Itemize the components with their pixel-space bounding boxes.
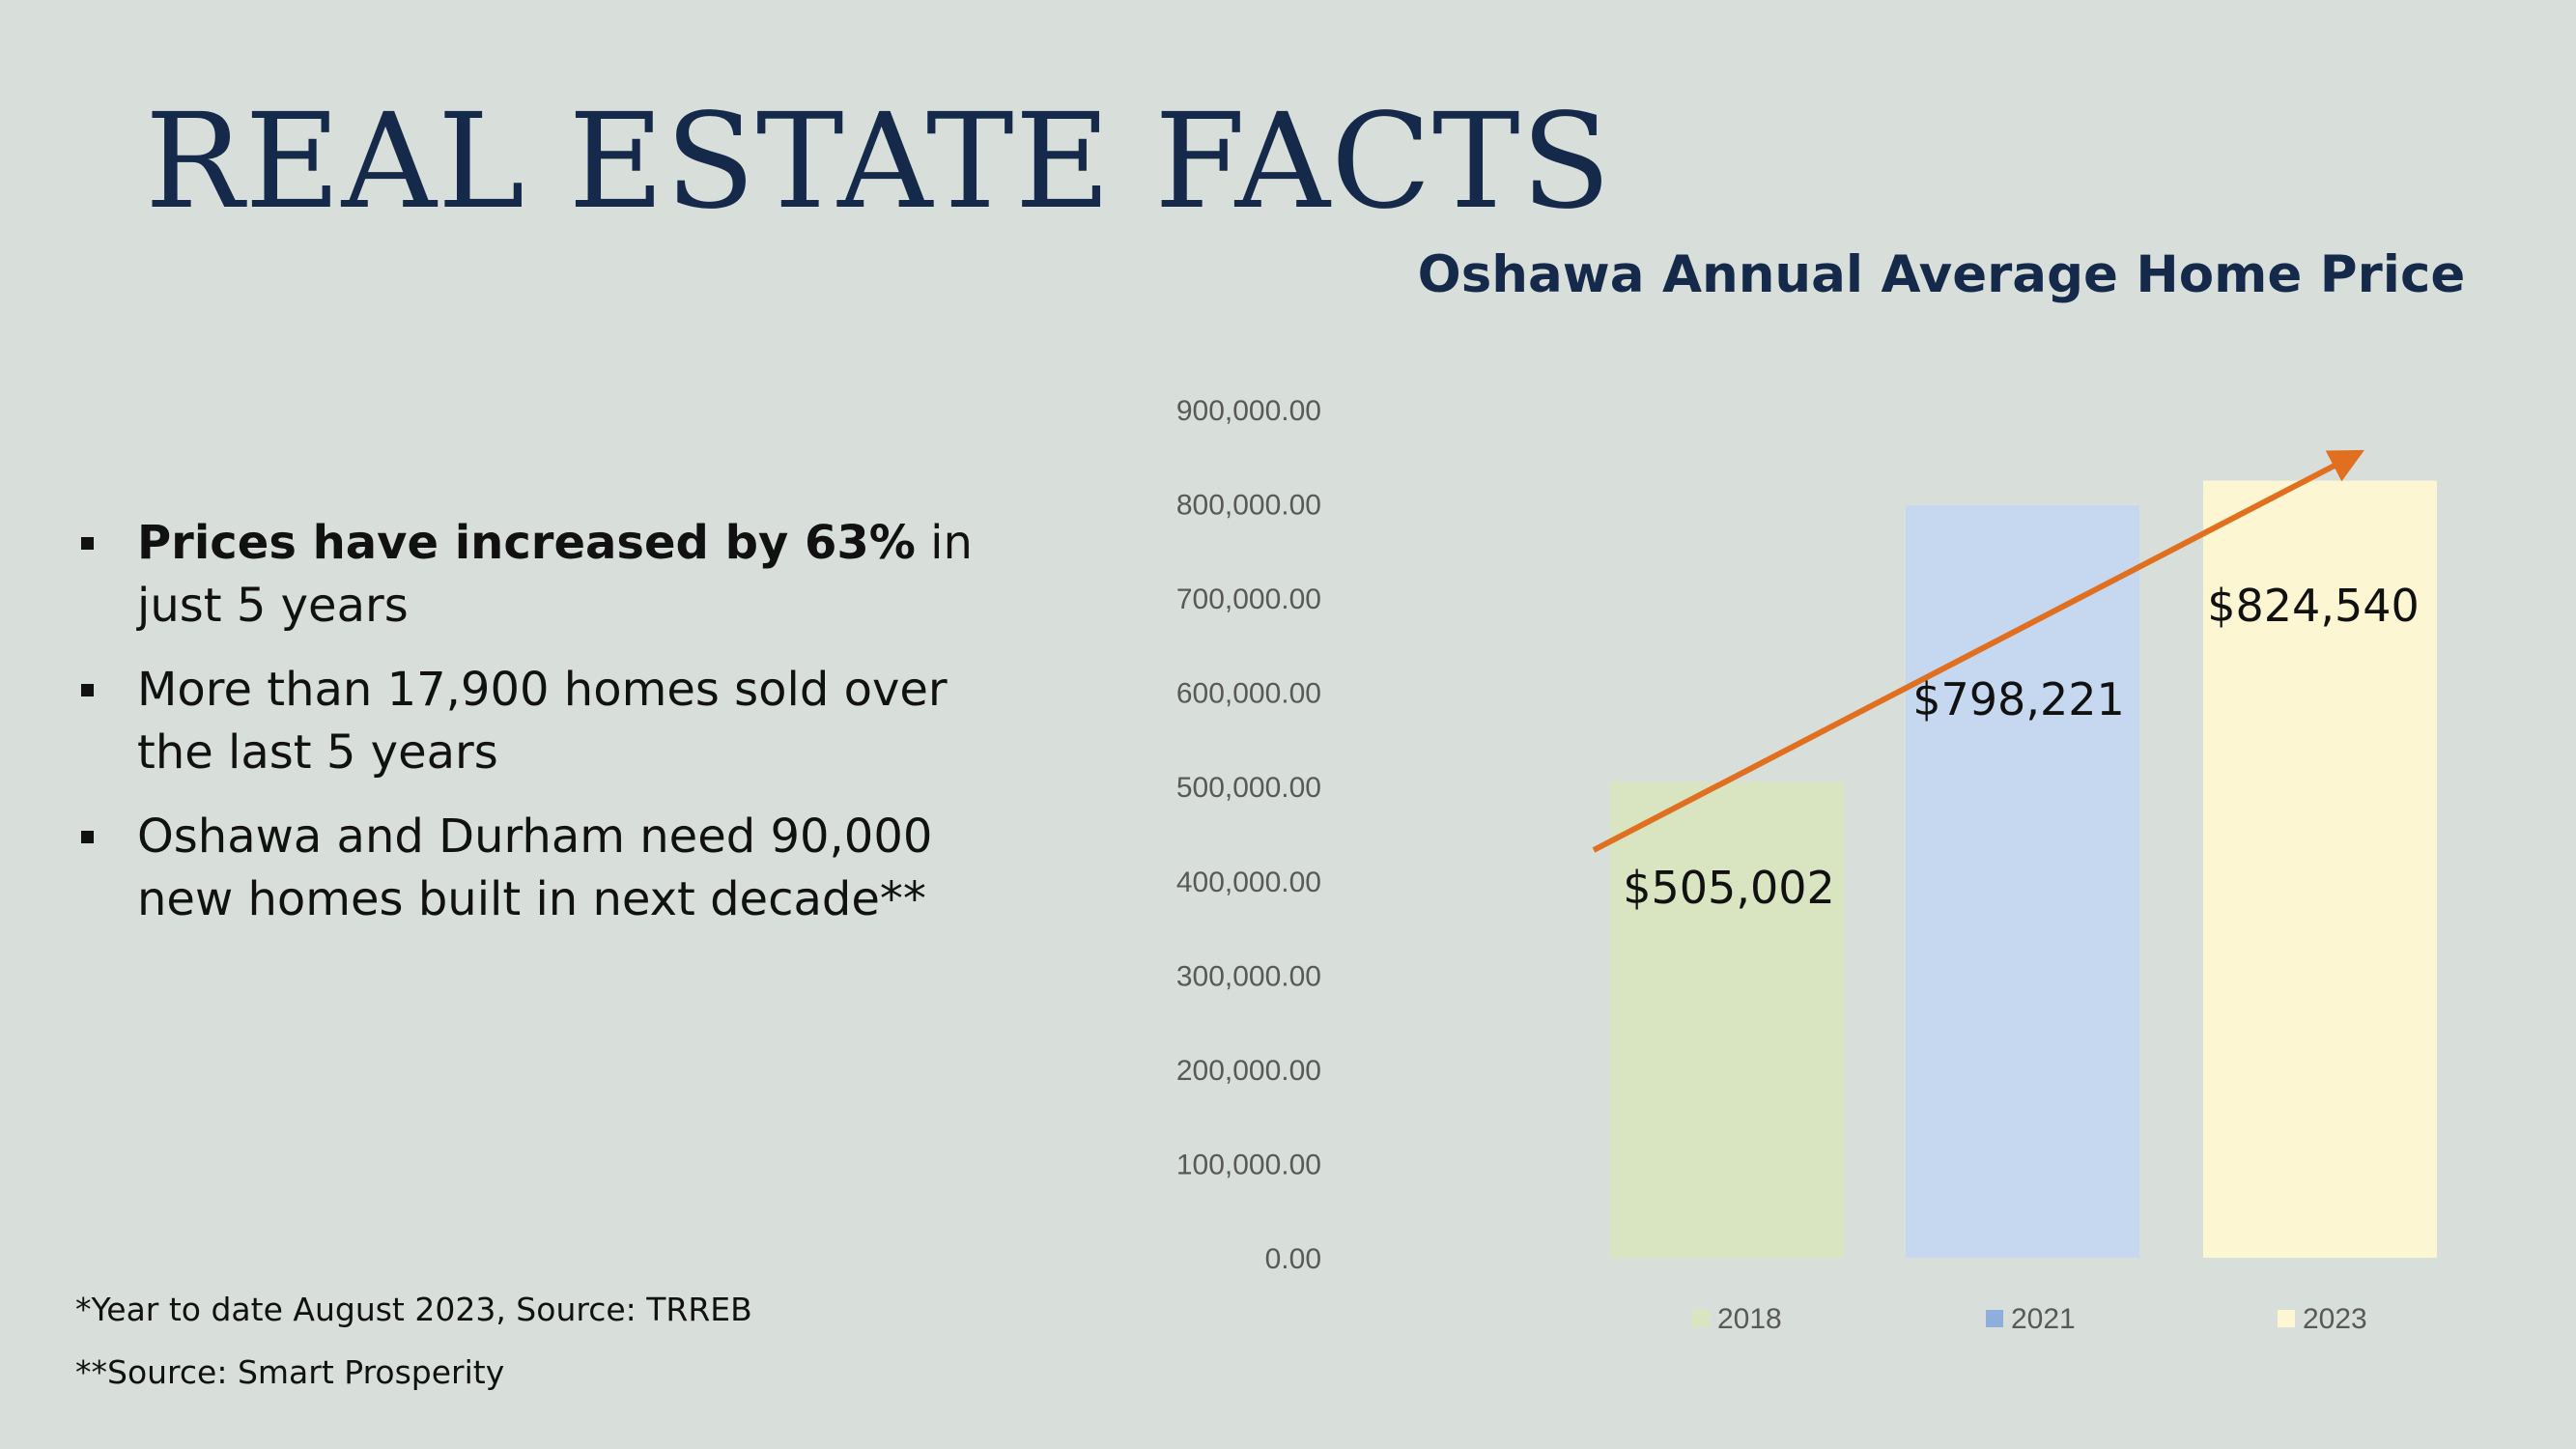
y-tick-label: 0.00 — [1265, 1243, 1321, 1275]
bars — [1610, 480, 2437, 1258]
square-bullet-icon — [81, 831, 94, 843]
data-label-2021: $798,221 — [1912, 673, 2125, 725]
slide-title: REAL ESTATE FACTS — [145, 86, 1612, 239]
legend-swatch-2021 — [1986, 1310, 2003, 1327]
y-tick-label: 300,000.00 — [1176, 960, 1321, 992]
bar-2018 — [1610, 781, 1844, 1258]
bar-2021 — [1906, 505, 2139, 1258]
legend-label-2021: 2021 — [2011, 1303, 2076, 1335]
square-bullet-icon — [81, 537, 94, 550]
bullet-item: Oshawa and Durham need 90,000 new homes … — [75, 806, 974, 931]
bullet-text: More than 17,900 homes sold over the las… — [137, 663, 948, 780]
bullet-text: Oshawa and Durham need 90,000 new homes … — [137, 810, 933, 926]
legend-label-2023: 2023 — [2303, 1303, 2367, 1335]
legend-label-2018: 2018 — [1717, 1303, 1782, 1335]
y-tick-label: 200,000.00 — [1176, 1055, 1321, 1087]
bar-2023 — [2203, 480, 2437, 1258]
bullet-text: in just 5 years — [137, 516, 973, 633]
footnote-source-smart-prosperity: **Source: Smart Prosperity — [75, 1353, 505, 1391]
y-tick-label: 600,000.00 — [1176, 678, 1321, 710]
y-tick-label: 500,000.00 — [1176, 772, 1321, 804]
legend-swatch-2018 — [1692, 1310, 1710, 1327]
data-label-2023: $824,540 — [2207, 580, 2420, 632]
legend-swatch-2023 — [2278, 1310, 2295, 1327]
bullet-bold-text: Prices have increased by 63% — [137, 516, 916, 570]
bullet-item: More than 17,900 homes sold over the las… — [75, 659, 974, 784]
data-label-2018: $505,002 — [1623, 862, 1835, 914]
y-axis: 0.00 100,000.00 200,000.00 300,000.00 400,00… — [1176, 395, 1321, 1275]
footnote-source-trreb: *Year to date August 2023, Source: TRREB — [75, 1291, 752, 1328]
y-tick-label: 400,000.00 — [1176, 867, 1321, 898]
y-tick-label: 700,000.00 — [1176, 583, 1321, 615]
y-tick-label: 900,000.00 — [1176, 395, 1321, 427]
bullet-list: Prices have increased by 63% in just 5 y… — [75, 512, 974, 952]
legend: 2018 2021 2023 — [1692, 1303, 2367, 1335]
bullet-item: Prices have increased by 63% in just 5 y… — [75, 512, 974, 638]
chart-title: Oshawa Annual Average Home Price — [1418, 245, 2466, 304]
data-labels: $505,002 $798,221 $824,540 — [1623, 580, 2420, 914]
trend-arrow — [1592, 449, 2364, 853]
y-tick-label: 100,000.00 — [1176, 1149, 1321, 1180]
square-bullet-icon — [81, 684, 94, 696]
y-tick-label: 800,000.00 — [1176, 490, 1321, 522]
